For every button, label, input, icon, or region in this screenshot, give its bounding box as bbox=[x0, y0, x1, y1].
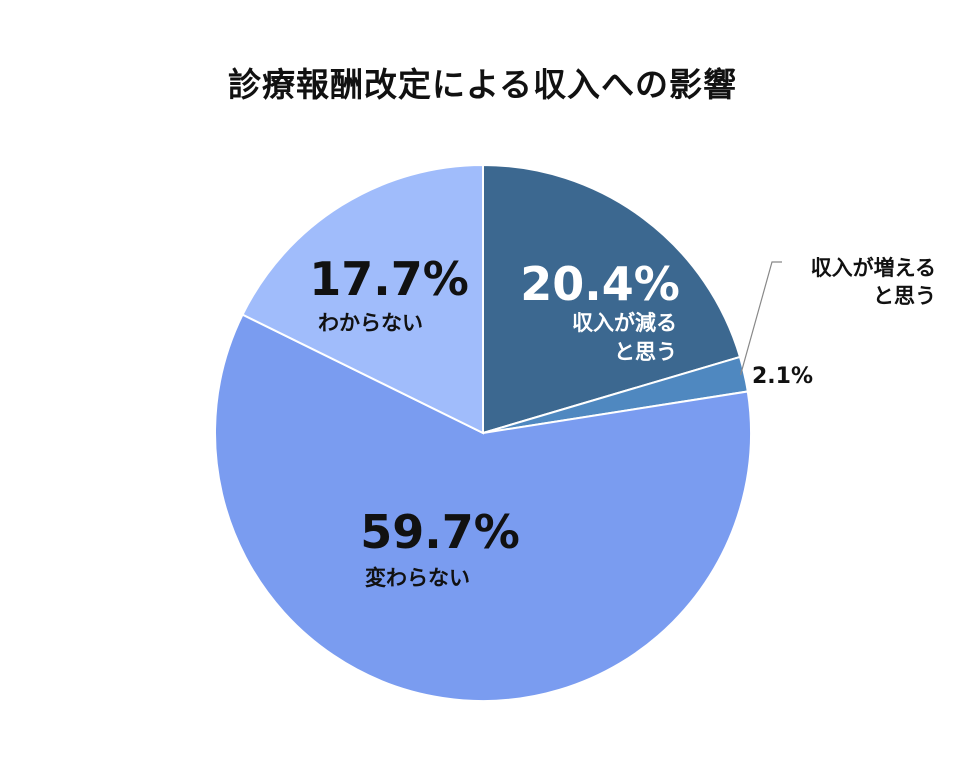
slice-category-label: 収入が増える bbox=[811, 256, 936, 280]
slice-category-label: 収入が減る bbox=[572, 311, 677, 335]
slice-value-label: 2.1% bbox=[752, 364, 813, 389]
pie-slices bbox=[214, 163, 752, 702]
slice-value-label: 17.7% bbox=[309, 252, 469, 306]
pie-slice bbox=[482, 163, 742, 435]
pie-slice bbox=[214, 313, 752, 702]
slice-value-label: 20.4% bbox=[520, 257, 680, 311]
slice-value-label: 59.7% bbox=[360, 505, 520, 559]
pie-slice bbox=[241, 163, 484, 435]
chart-title: 診療報酬改定による収入への影響 bbox=[227, 65, 737, 104]
slice-category-label: わからない bbox=[318, 311, 423, 335]
leader-line bbox=[739, 261, 782, 376]
slice-category-label: と思う bbox=[873, 284, 936, 308]
slice-category-label: と思う bbox=[614, 340, 677, 364]
leader-lines bbox=[739, 261, 782, 376]
slice-category-label: 変わらない bbox=[365, 566, 470, 590]
